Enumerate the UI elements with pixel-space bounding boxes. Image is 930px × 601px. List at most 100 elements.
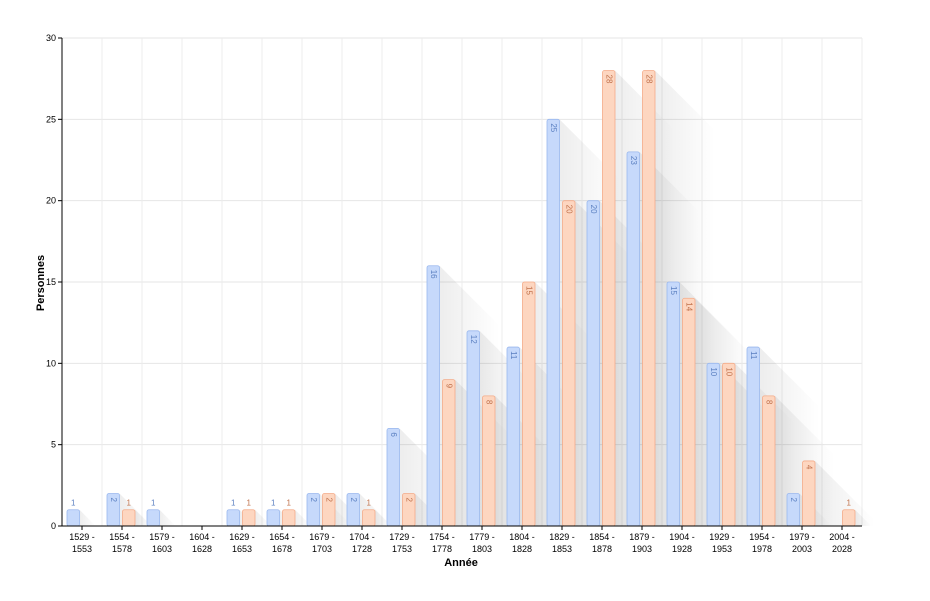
bar-value-label: 1 <box>847 499 852 508</box>
x-tick-label: 1853 <box>552 544 572 554</box>
bar-value-label: 1 <box>271 499 276 508</box>
x-tick-label: 1604 - <box>189 532 215 542</box>
x-tick-label: 1628 <box>192 544 212 554</box>
bar-series-2 <box>522 281 536 527</box>
y-tick-label: 0 <box>51 521 56 531</box>
x-tick-label: 1903 <box>632 544 652 554</box>
x-tick-label: 1954 - <box>749 532 775 542</box>
bar-series-1 <box>66 509 80 527</box>
y-tick-label: 25 <box>46 114 56 124</box>
bar-value-label: 11 <box>749 351 758 360</box>
x-tick-label: 1978 <box>752 544 772 554</box>
bar-series-2 <box>602 70 616 527</box>
bar-shadow <box>815 460 875 526</box>
bar-series-1 <box>466 330 480 527</box>
bar-value-label: 14 <box>685 302 694 311</box>
x-axis-title: Année <box>444 557 478 569</box>
bar-value-label: 2 <box>349 497 358 502</box>
y-tick-label: 10 <box>46 358 56 368</box>
bar-value-label: 20 <box>589 205 598 214</box>
x-tick-label: 1828 <box>512 544 532 554</box>
bar-value-label: 1 <box>247 499 252 508</box>
bar-value-label: 15 <box>669 286 678 295</box>
bar-value-label: 2 <box>309 497 318 502</box>
bar-series-1 <box>506 346 520 527</box>
bar-series-1 <box>426 265 440 527</box>
x-tick-label: 2004 - <box>829 532 855 542</box>
bar-value-label: 16 <box>429 270 438 279</box>
bar-series-1 <box>746 346 760 527</box>
bar-series-1 <box>666 281 680 527</box>
bar-value-label: 28 <box>645 75 654 84</box>
bar-value-label: 8 <box>765 400 774 405</box>
bar-shadow <box>159 509 176 526</box>
x-tick-label: 2028 <box>832 544 852 554</box>
bar-value-label: 2 <box>789 497 798 502</box>
bar-value-label: 28 <box>605 75 614 84</box>
bar-series-1 <box>146 509 160 527</box>
x-tick-label: 1629 - <box>229 532 255 542</box>
bar-value-label: 8 <box>485 400 494 405</box>
x-tick-label: 1704 - <box>349 532 375 542</box>
bar-series-2 <box>562 200 576 527</box>
x-tick-label: 1603 <box>152 544 172 554</box>
bar-series-1 <box>546 118 560 527</box>
x-tick-label: 1778 <box>432 544 452 554</box>
x-tick-label: 1654 - <box>269 532 295 542</box>
bar-series-1 <box>226 509 240 527</box>
bar-value-label: 1 <box>151 499 156 508</box>
y-tick-label: 5 <box>51 440 56 450</box>
bar-shadow <box>79 509 96 526</box>
x-tick-label: 1679 - <box>309 532 335 542</box>
x-tick-label: 2003 <box>792 544 812 554</box>
x-tick-label: 1904 - <box>669 532 695 542</box>
x-tick-label: 1953 <box>712 544 732 554</box>
x-tick-label: 1553 <box>72 544 92 554</box>
x-tick-label: 1729 - <box>389 532 415 542</box>
bar-value-label: 1 <box>287 499 292 508</box>
x-tick-label: 1804 - <box>509 532 535 542</box>
bar-series-1 <box>386 427 400 527</box>
x-tick-label: 1753 <box>392 544 412 554</box>
x-tick-label: 1803 <box>472 544 492 554</box>
x-tick-label: 1929 - <box>709 532 735 542</box>
bar-value-label: 10 <box>725 367 734 376</box>
x-tick-label: 1879 - <box>629 532 655 542</box>
bar-series-1 <box>706 362 720 527</box>
bar-series-1 <box>266 509 280 527</box>
bar-value-label: 10 <box>709 367 718 376</box>
bar-series-2 <box>242 509 256 527</box>
x-tick-label: 1979 - <box>789 532 815 542</box>
bar-series-2 <box>682 297 696 527</box>
bar-value-label: 11 <box>509 351 518 360</box>
x-tick-label: 1829 - <box>549 532 575 542</box>
bar-value-label: 25 <box>549 123 558 132</box>
bar-value-label: 15 <box>525 286 534 295</box>
x-tick-label: 1579 - <box>149 532 175 542</box>
x-tick-label: 1703 <box>312 544 332 554</box>
x-tick-label: 1554 - <box>109 532 135 542</box>
y-tick-label: 15 <box>46 277 56 287</box>
bar-value-label: 9 <box>445 384 454 389</box>
bar-series-2 <box>362 509 376 527</box>
bar-series-2 <box>802 460 816 527</box>
bar-shadow <box>855 509 872 526</box>
bar-series-2 <box>642 70 656 527</box>
x-tick-label: 1529 - <box>69 532 95 542</box>
bar-series-1 <box>626 151 640 527</box>
bar-series-2 <box>282 509 296 527</box>
x-tick-label: 1653 <box>232 544 252 554</box>
x-tick-label: 1928 <box>672 544 692 554</box>
bar-series-2 <box>482 395 496 527</box>
bar-value-label: 2 <box>325 497 334 502</box>
bar-value-label: 1 <box>231 499 236 508</box>
bar-series-1 <box>586 200 600 527</box>
bar-value-label: 4 <box>805 465 814 470</box>
bar-value-label: 1 <box>127 499 132 508</box>
bar-series-2 <box>722 362 736 527</box>
bar-series-2 <box>122 509 136 527</box>
bar-value-label: 1 <box>367 499 372 508</box>
y-tick-label: 20 <box>46 196 56 206</box>
